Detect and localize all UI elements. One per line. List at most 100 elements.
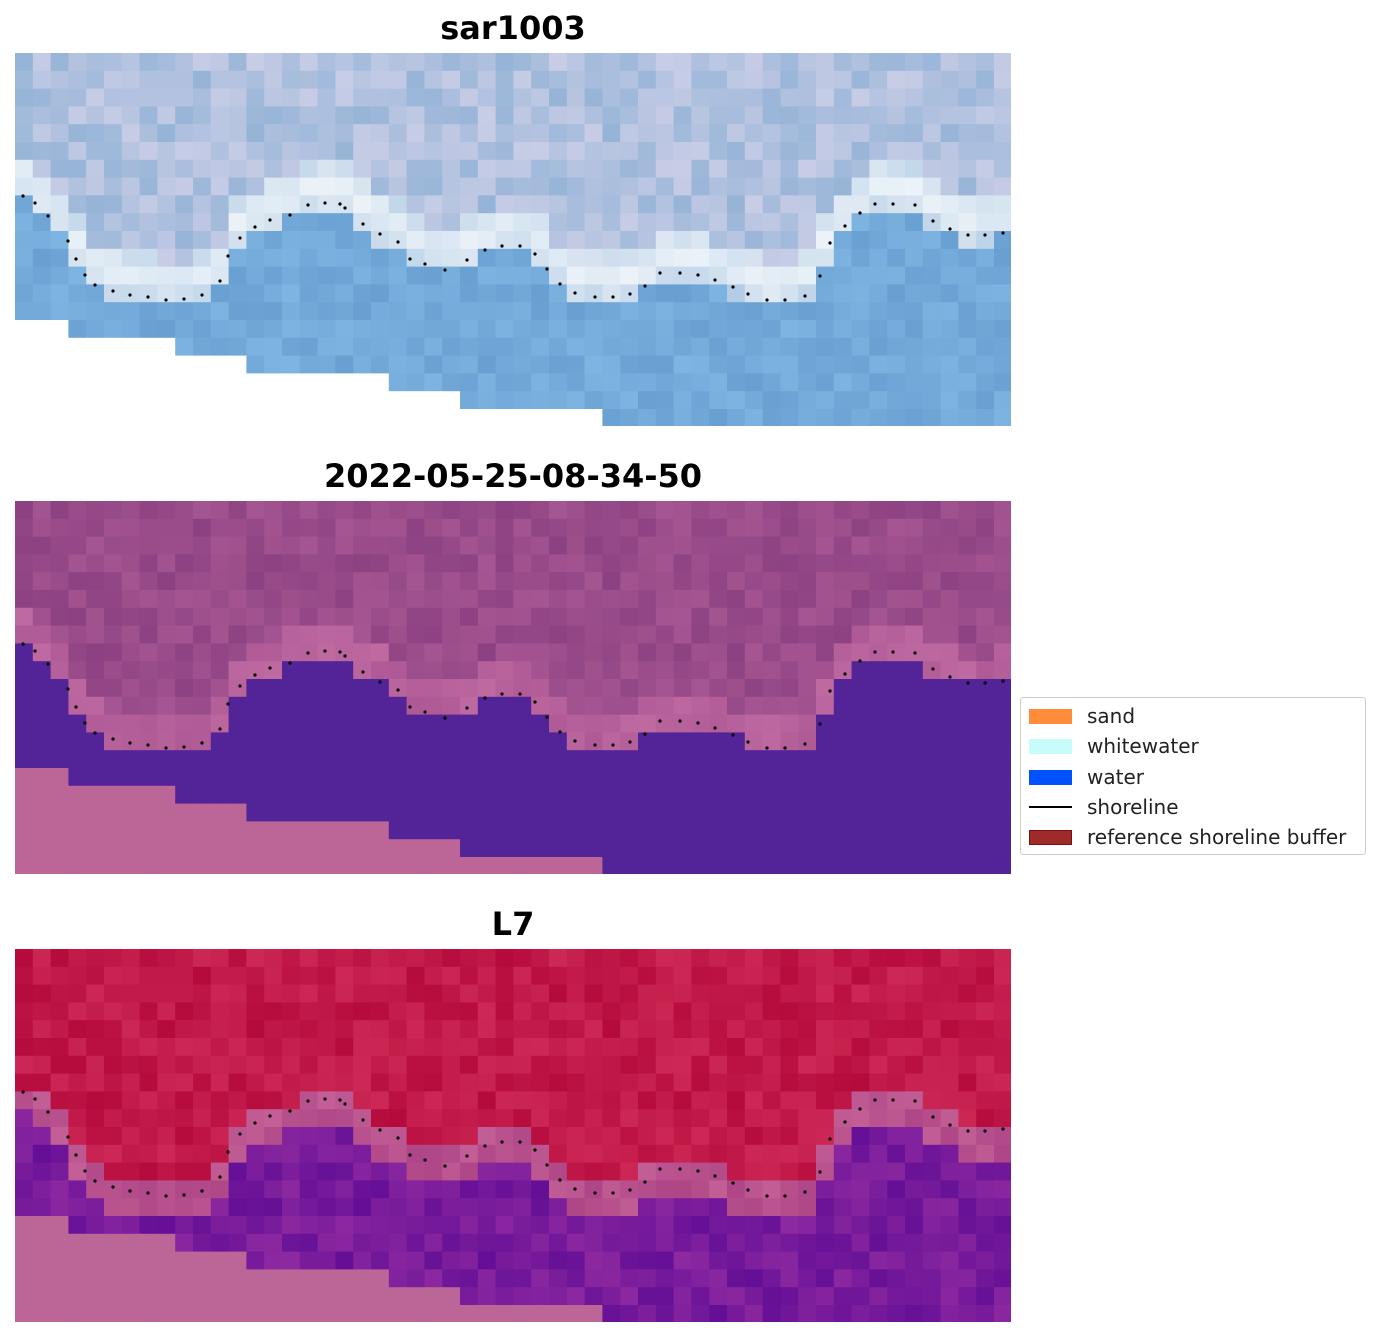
- pixel-cell: [851, 714, 870, 733]
- pixel-cell: [958, 1269, 977, 1288]
- pixel-cell: [424, 70, 443, 90]
- pixel-cell: [869, 213, 888, 232]
- pixel-cell: [282, 839, 301, 858]
- pixel-cell: [299, 1162, 319, 1181]
- pixel-cell: [121, 607, 141, 627]
- pixel-cell: [32, 554, 52, 573]
- pixel-cell: [976, 337, 995, 357]
- pixel-cell: [317, 1109, 336, 1128]
- pixel-cell: [513, 1055, 532, 1075]
- pixel-cell: [193, 1287, 212, 1306]
- pixel-cell: [691, 518, 710, 538]
- shoreline-point: [803, 1190, 807, 1194]
- pixel-cell: [139, 1144, 158, 1164]
- pixel-cell: [495, 1287, 514, 1306]
- pixel-cell: [602, 1055, 621, 1075]
- pixel-cell: [869, 714, 888, 733]
- pixel-cell: [816, 661, 835, 680]
- pixel-cell: [353, 409, 372, 426]
- pixel-cell: [477, 1251, 497, 1270]
- pixel-cell: [602, 302, 621, 321]
- pixel-cell: [264, 1180, 283, 1199]
- pixel-cell: [976, 696, 995, 716]
- pixel-cell: [15, 266, 34, 285]
- pixel-cell: [388, 643, 408, 662]
- shoreline-point: [343, 654, 347, 658]
- pixel-cell: [851, 231, 870, 250]
- pixel-cell: [940, 302, 959, 321]
- pixel-cell: [353, 1002, 372, 1021]
- pixel-cell: [388, 839, 408, 858]
- pixel-cell: [940, 213, 959, 232]
- pixel-cell: [762, 195, 781, 214]
- pixel-cell: [851, 302, 870, 321]
- pixel-cell: [584, 1127, 603, 1146]
- pixel-cell: [744, 1269, 764, 1288]
- pixel-cell: [816, 284, 835, 303]
- pixel-cell: [32, 1073, 52, 1092]
- pixel-cell: [602, 142, 621, 161]
- pixel-cell: [976, 1216, 995, 1235]
- pixel-cell: [32, 106, 52, 125]
- pixel-cell: [424, 1002, 443, 1021]
- pixel-cell: [424, 124, 443, 143]
- shoreline-point: [128, 741, 132, 745]
- pixel-cell: [887, 768, 906, 787]
- pixel-cell: [406, 536, 425, 555]
- pixel-cell: [228, 70, 247, 90]
- pixel-cell: [958, 1002, 977, 1021]
- pixel-cell: [869, 803, 888, 822]
- pixel-cell: [139, 1091, 158, 1110]
- pixel-cell: [299, 213, 319, 232]
- pixel-cell: [869, 607, 888, 627]
- shoreline-point: [746, 740, 750, 744]
- pixel-cell: [869, 679, 888, 698]
- pixel-cell: [264, 643, 283, 662]
- pixel-cell: [655, 195, 675, 214]
- pixel-cell: [246, 607, 265, 627]
- pixel-cell: [371, 53, 390, 72]
- pixel-cell: [15, 124, 34, 143]
- pixel-cell: [50, 320, 69, 339]
- pixel-cell: [655, 106, 675, 125]
- pixel-cell: [887, 696, 906, 716]
- pixel-cell: [940, 1073, 959, 1092]
- pixel-cell: [388, 1038, 408, 1057]
- pixel-cell: [869, 177, 888, 196]
- pixel-cell: [976, 785, 995, 805]
- pixel-cell: [762, 732, 781, 751]
- pixel-cell: [584, 1269, 603, 1288]
- pixel-cell: [68, 1144, 87, 1164]
- shoreline-point: [873, 1098, 877, 1102]
- pixel-cell: [264, 1251, 283, 1270]
- pixel-cell: [531, 1038, 550, 1057]
- pixel-cell: [762, 248, 781, 268]
- pixel-cell: [406, 1305, 425, 1322]
- pixel-cell: [549, 625, 568, 644]
- pixel-cell: [460, 1162, 479, 1181]
- pixel-cell: [68, 1091, 87, 1110]
- pixel-cell: [335, 625, 354, 644]
- shoreline-point: [731, 285, 735, 289]
- shoreline-point: [818, 274, 822, 278]
- pixel-cell: [833, 803, 853, 822]
- pixel-cell: [851, 159, 870, 179]
- pixel-cell: [584, 949, 603, 968]
- pixel-cell: [86, 1073, 105, 1092]
- pixel-cell: [139, 696, 158, 716]
- pixel-cell: [922, 518, 942, 538]
- pixel-cell: [887, 984, 906, 1003]
- pixel-cell: [531, 518, 550, 538]
- pixel-cell: [691, 124, 710, 143]
- pixel-cell: [406, 501, 425, 520]
- shoreline-point: [533, 252, 537, 256]
- pixel-cell: [851, 803, 870, 822]
- pixel-cell: [620, 607, 639, 627]
- pixel-cell: [157, 409, 176, 426]
- pixel-cell: [958, 714, 977, 733]
- pixel-cell: [86, 177, 105, 196]
- pixel-cell: [531, 554, 550, 573]
- pixel-cell: [727, 213, 746, 232]
- pixel-cell: [406, 821, 425, 840]
- pixel-cell: [139, 607, 158, 627]
